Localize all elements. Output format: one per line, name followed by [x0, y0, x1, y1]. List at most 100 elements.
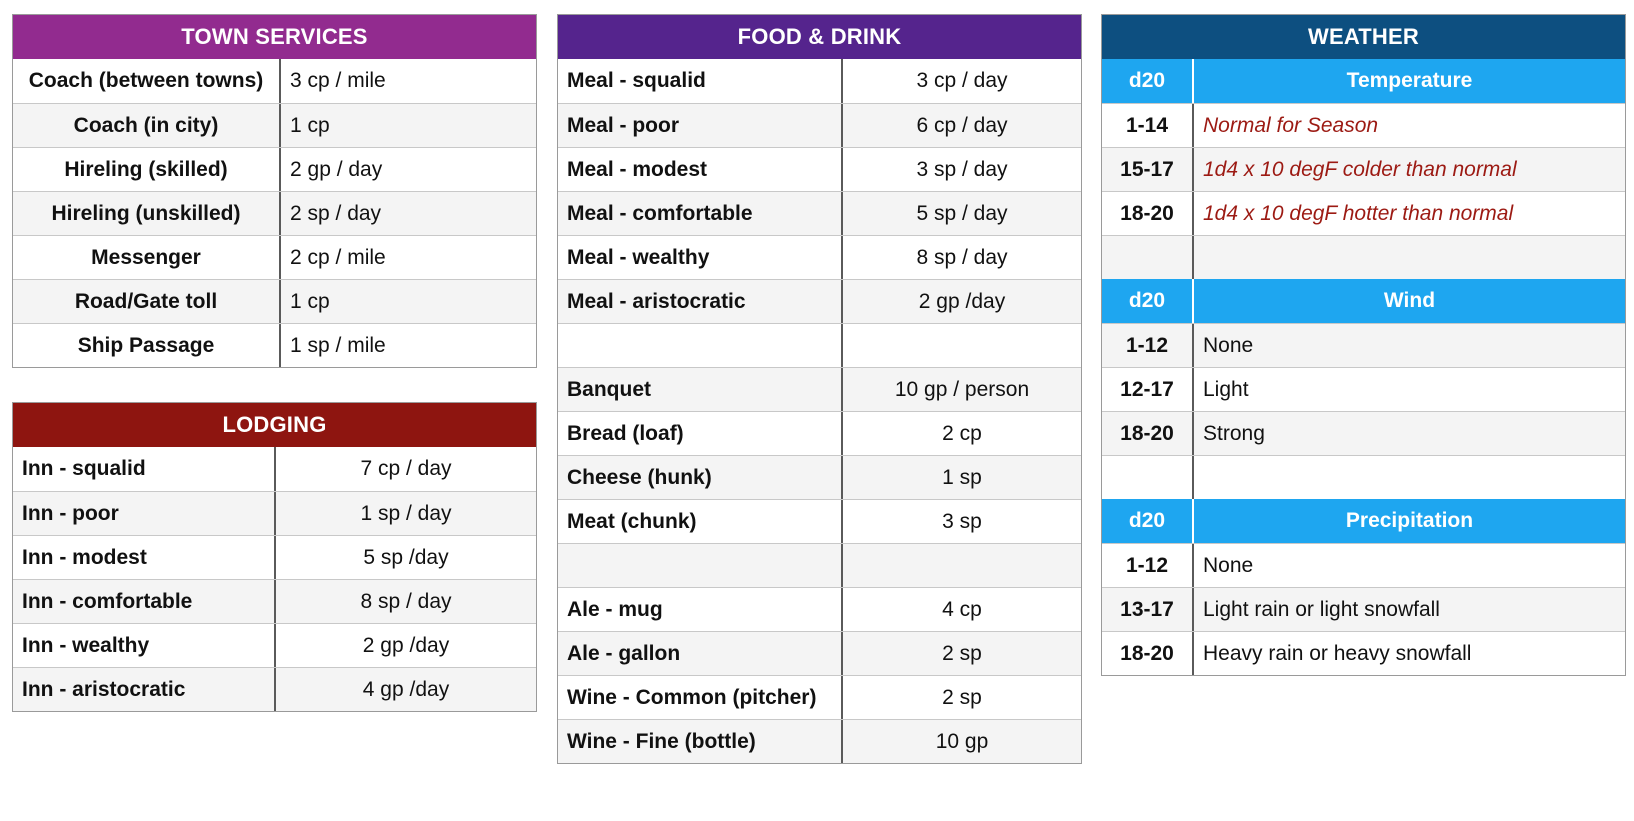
- table-title: FOOD & DRINK: [558, 15, 1081, 59]
- result-cell: 1d4 x 10 degF colder than normal: [1203, 157, 1517, 181]
- table-row: 18-20 Strong: [1102, 411, 1625, 455]
- item-cell: Hireling (unskilled): [13, 192, 281, 235]
- item-cell: Banquet: [558, 368, 843, 411]
- roll-cell: 1-12: [1102, 324, 1194, 367]
- section-label: Precipitation: [1345, 509, 1474, 532]
- precipitation-subheader: d20 Precipitation: [1102, 499, 1625, 543]
- table-title: LODGING: [13, 403, 536, 447]
- table-row: Hireling (skilled) 2 gp / day: [13, 147, 536, 191]
- price-cell: 1 sp: [942, 465, 982, 489]
- table-row: Inn - poor 1 sp / day: [13, 491, 536, 535]
- item-cell: Meal - wealthy: [558, 236, 843, 279]
- item-cell: Coach (between towns): [13, 59, 281, 103]
- price-cell: 7 cp / day: [360, 457, 452, 480]
- item-cell: Ship Passage: [13, 324, 281, 367]
- price-cell: 1 cp: [290, 113, 330, 137]
- table-row-spacer: [558, 323, 1081, 367]
- price-cell: 2 gp /day: [362, 633, 450, 657]
- table-title: WEATHER: [1102, 15, 1625, 59]
- empty-cell: [1102, 236, 1194, 279]
- table-row: Ale - mug 4 cp: [558, 587, 1081, 631]
- item-cell: Cheese (hunk): [558, 456, 843, 499]
- result-cell: Light: [1203, 377, 1249, 401]
- price-cell: 3 cp / mile: [290, 69, 386, 92]
- roll-cell: 18-20: [1102, 632, 1194, 675]
- table-row: Inn - wealthy 2 gp /day: [13, 623, 536, 667]
- table-row: Meal - comfortable 5 sp / day: [558, 191, 1081, 235]
- food-drink-table: FOOD & DRINK Meal - squalid 3 cp / day M…: [557, 14, 1082, 764]
- result-cell: None: [1203, 333, 1254, 357]
- lodging-table: LODGING Inn - squalid 7 cp / day Inn - p…: [12, 402, 537, 712]
- die-label: d20: [1102, 59, 1194, 103]
- item-cell: Inn - modest: [13, 536, 276, 579]
- table-row: Bread (loaf) 2 cp: [558, 411, 1081, 455]
- table-row-spacer: [558, 543, 1081, 587]
- table-row: Banquet 10 gp / person: [558, 367, 1081, 411]
- weather-table: WEATHER d20 Temperature 1-14 Normal for …: [1101, 14, 1626, 676]
- table-row: Inn - squalid 7 cp / day: [13, 447, 536, 491]
- item-cell: Meal - aristocratic: [558, 280, 843, 323]
- result-cell: Light rain or light snowfall: [1203, 597, 1440, 621]
- table-row: Meal - wealthy 8 sp / day: [558, 235, 1081, 279]
- item-cell: Wine - Fine (bottle): [558, 720, 843, 763]
- item-cell: Meal - comfortable: [558, 192, 843, 235]
- roll-cell: 12-17: [1102, 368, 1194, 411]
- price-cell: 2 sp: [942, 641, 982, 665]
- table-row: 15-17 1d4 x 10 degF colder than normal: [1102, 147, 1625, 191]
- item-cell: Ale - gallon: [558, 632, 843, 675]
- price-cell: 5 sp / day: [916, 201, 1008, 225]
- roll-cell: 18-20: [1102, 412, 1194, 455]
- table-row: 18-20 Heavy rain or heavy snowfall: [1102, 631, 1625, 675]
- price-cell: 1 sp / mile: [290, 333, 386, 357]
- item-cell: Meal - modest: [558, 148, 843, 191]
- table-row: Coach (between towns) 3 cp / mile: [13, 59, 536, 103]
- item-cell: Inn - squalid: [13, 447, 276, 491]
- result-cell: Heavy rain or heavy snowfall: [1203, 641, 1472, 665]
- table-row: Coach (in city) 1 cp: [13, 103, 536, 147]
- result-cell: Strong: [1203, 421, 1265, 445]
- price-cell: 8 sp / day: [916, 245, 1008, 269]
- empty-cell: [1102, 456, 1194, 499]
- result-cell: None: [1203, 553, 1254, 577]
- die-label: d20: [1102, 279, 1194, 323]
- item-cell: Bread (loaf): [558, 412, 843, 455]
- empty-cell: [1194, 236, 1625, 279]
- item-cell: [558, 324, 843, 367]
- table-row: 1-12 None: [1102, 323, 1625, 367]
- price-cell: 4 gp /day: [362, 677, 450, 701]
- table-row: Meal - aristocratic 2 gp /day: [558, 279, 1081, 323]
- table-row: Messenger 2 cp / mile: [13, 235, 536, 279]
- result-cell: 1d4 x 10 degF hotter than normal: [1203, 201, 1514, 225]
- item-cell: Inn - wealthy: [13, 624, 276, 667]
- table-row: Inn - comfortable 8 sp / day: [13, 579, 536, 623]
- item-cell: Ale - mug: [558, 588, 843, 631]
- section-label: Temperature: [1346, 69, 1473, 92]
- item-cell: Messenger: [13, 236, 281, 279]
- price-cell: 1 cp: [290, 289, 330, 313]
- table-row: Ale - gallon 2 sp: [558, 631, 1081, 675]
- roll-cell: 1-12: [1102, 544, 1194, 587]
- price-cell: 2 gp / day: [290, 157, 383, 181]
- die-label: d20: [1102, 499, 1194, 543]
- item-cell: Meal - squalid: [558, 59, 843, 103]
- price-cell: 2 sp / day: [290, 201, 382, 225]
- section-label: Wind: [1383, 289, 1436, 312]
- table-row: 13-17 Light rain or light snowfall: [1102, 587, 1625, 631]
- table-row: Road/Gate toll 1 cp: [13, 279, 536, 323]
- item-cell: Coach (in city): [13, 104, 281, 147]
- table-row-spacer: [1102, 455, 1625, 499]
- price-cell: 2 sp: [942, 685, 982, 709]
- table-title: TOWN SERVICES: [13, 15, 536, 59]
- price-cell: 5 sp /day: [363, 545, 449, 569]
- item-cell: Inn - poor: [13, 492, 276, 535]
- price-cell: 4 cp: [942, 597, 982, 621]
- item-cell: Inn - comfortable: [13, 580, 276, 623]
- table-row: Meal - squalid 3 cp / day: [558, 59, 1081, 103]
- price-cell: 1 sp / day: [360, 501, 452, 525]
- price-cell: 8 sp / day: [360, 589, 452, 613]
- table-row-spacer: [1102, 235, 1625, 279]
- roll-cell: 15-17: [1102, 148, 1194, 191]
- item-cell: Meat (chunk): [558, 500, 843, 543]
- table-row: 1-12 None: [1102, 543, 1625, 587]
- item-cell: Wine - Common (pitcher): [558, 676, 843, 719]
